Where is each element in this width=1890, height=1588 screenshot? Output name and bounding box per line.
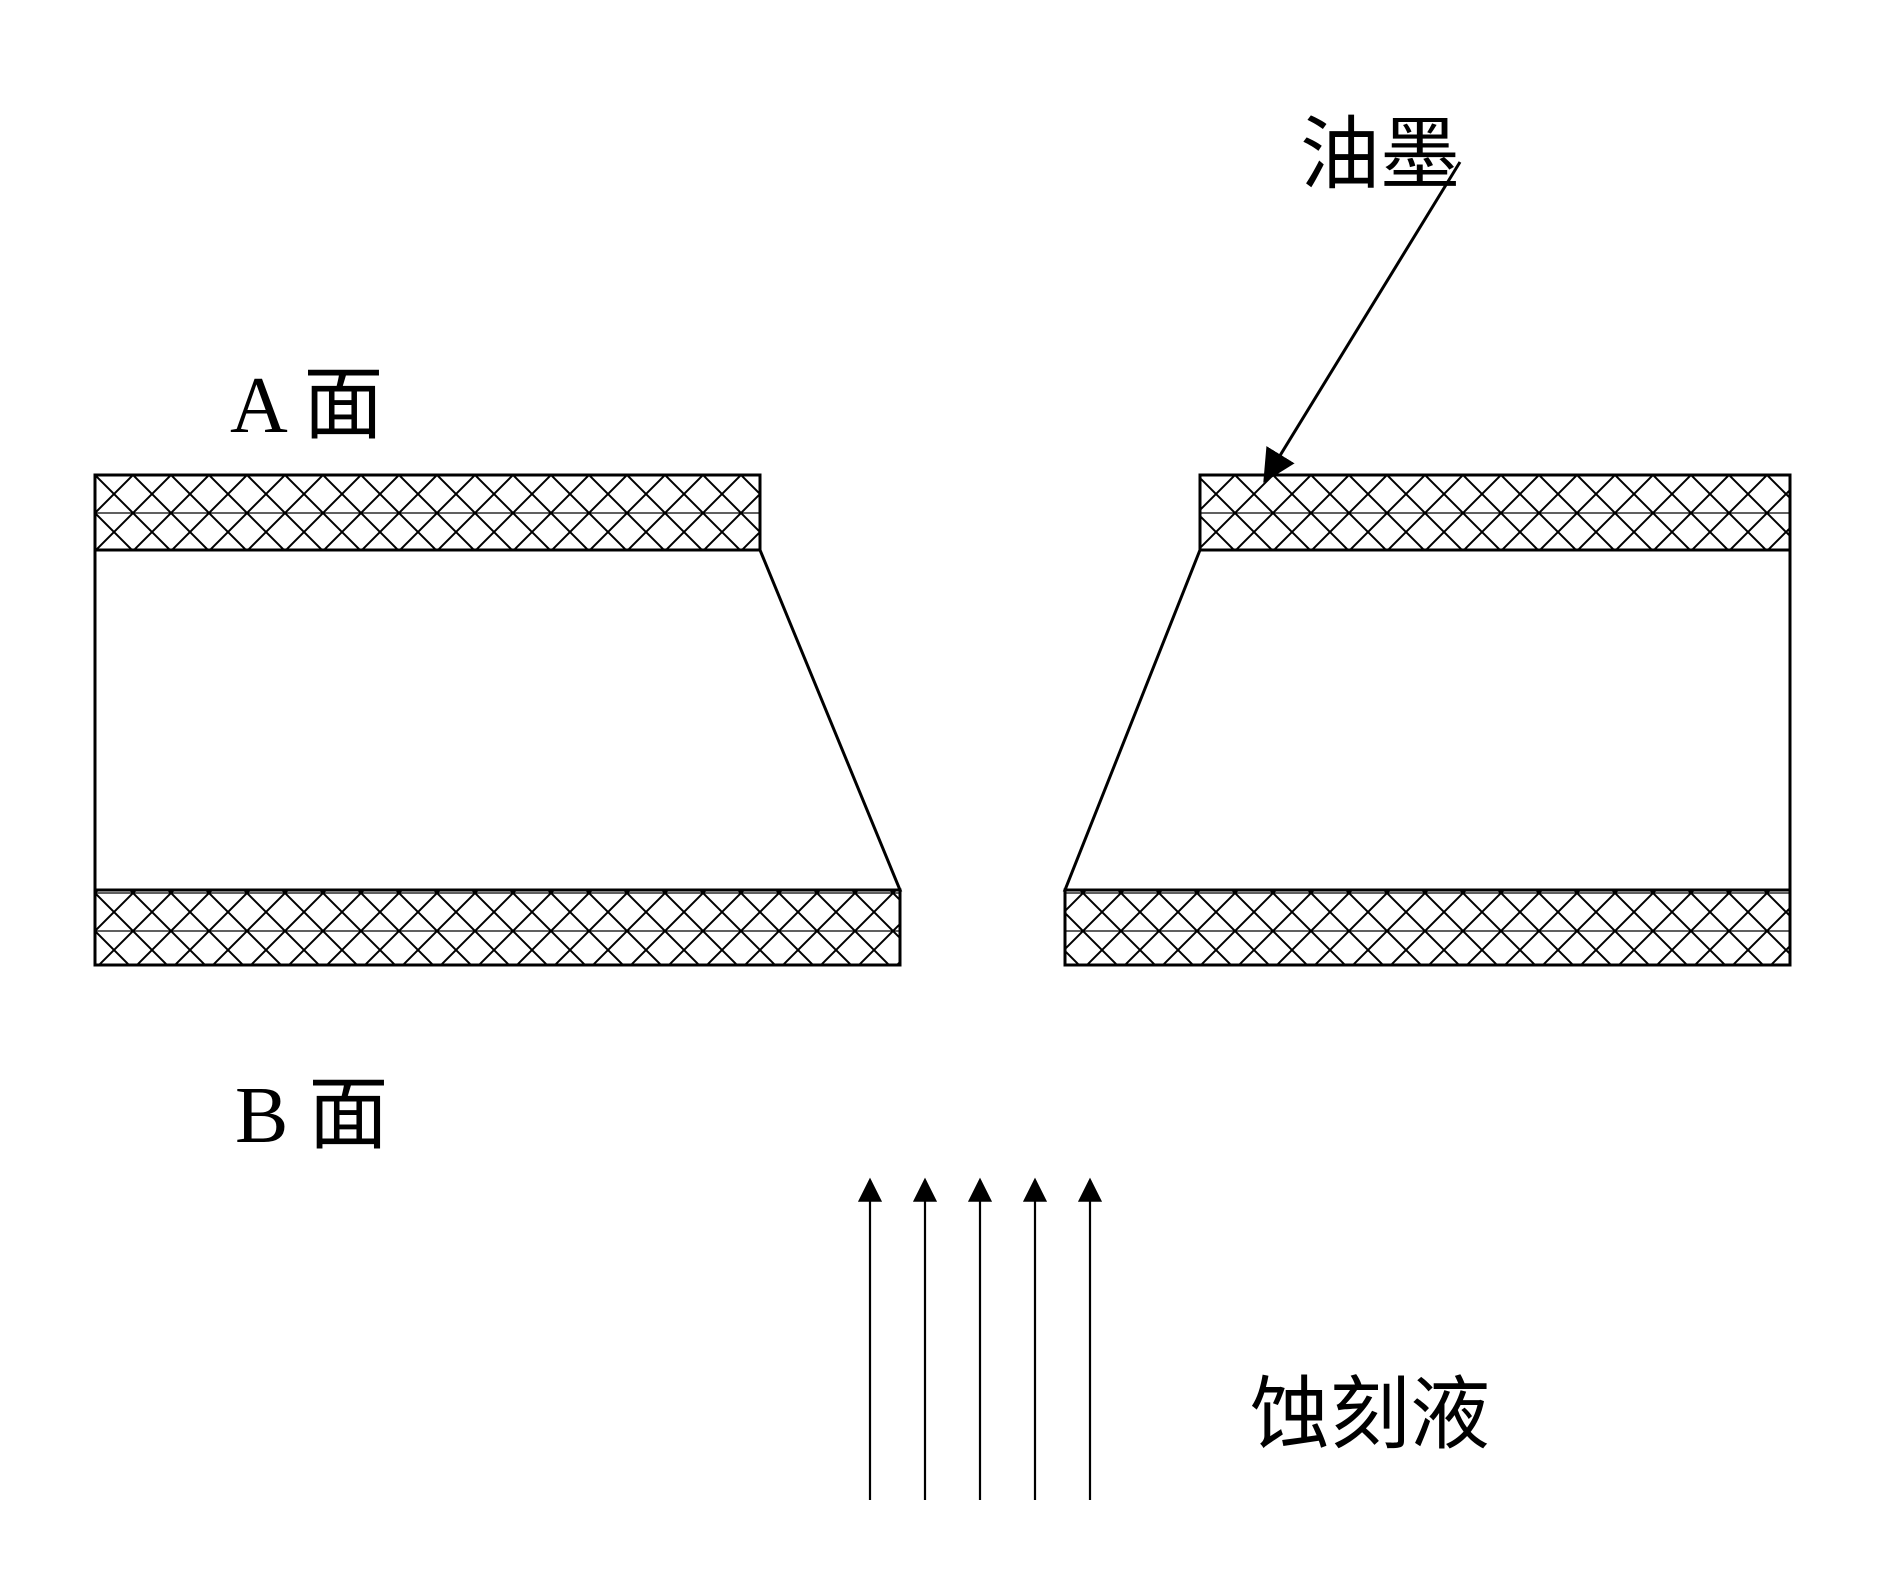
diagram-svg xyxy=(0,0,1890,1588)
label-face-b: B 面 xyxy=(235,1050,388,1166)
label-face-a: A 面 xyxy=(230,340,383,456)
label-ink: 油墨 xyxy=(1300,90,1460,206)
label-etchant: 蚀刻液 xyxy=(1250,1350,1490,1466)
diagram-root: 油墨 A 面 B 面 蚀刻液 xyxy=(0,0,1890,1588)
